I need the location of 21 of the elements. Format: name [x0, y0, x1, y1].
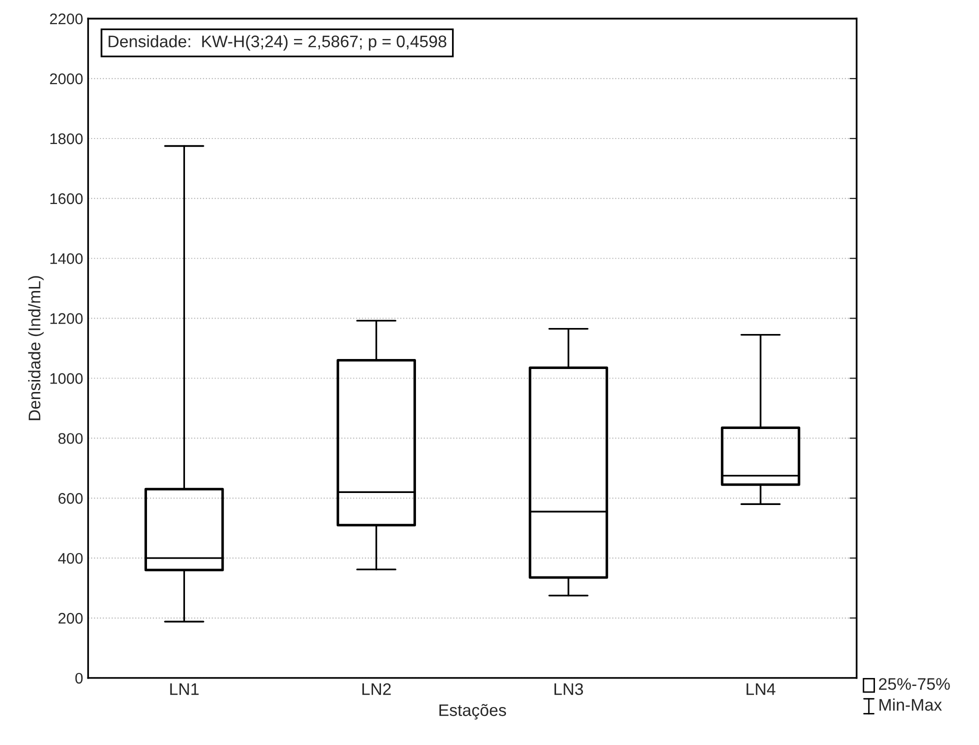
- y-tick-label: 1200: [50, 313, 83, 324]
- x-axis-title: Estações: [439, 704, 506, 720]
- x-tick-label: LN1: [170, 683, 199, 695]
- y-tick-label: 1000: [50, 373, 83, 384]
- text: 25%-75%: [879, 678, 950, 690]
- x-tick-label: LN4: [746, 683, 776, 695]
- y-tick-label: 2000: [50, 73, 83, 84]
- annotation: Densidade: KW-H(3;24) = 2,5867; p = 0,4598: [108, 35, 446, 51]
- y-tick-label: 400: [58, 552, 83, 564]
- y-tick-label: 800: [58, 433, 83, 444]
- text: Min-Max: [880, 698, 942, 711]
- y-tick-label: 0: [75, 672, 83, 684]
- y-axis-title: Densidade (Ind/mL): [28, 276, 44, 420]
- y-tick-label: 2200: [50, 13, 83, 24]
- y-tick-label: 200: [58, 612, 83, 624]
- y-tick-label: 1600: [50, 193, 83, 204]
- y-tick-label: 1400: [50, 253, 83, 264]
- x-tick-label: LN2: [362, 683, 391, 695]
- y-tick-label: 600: [58, 493, 83, 504]
- x-tick-label: LN3: [554, 683, 583, 696]
- y-tick-label: 1800: [50, 133, 83, 144]
